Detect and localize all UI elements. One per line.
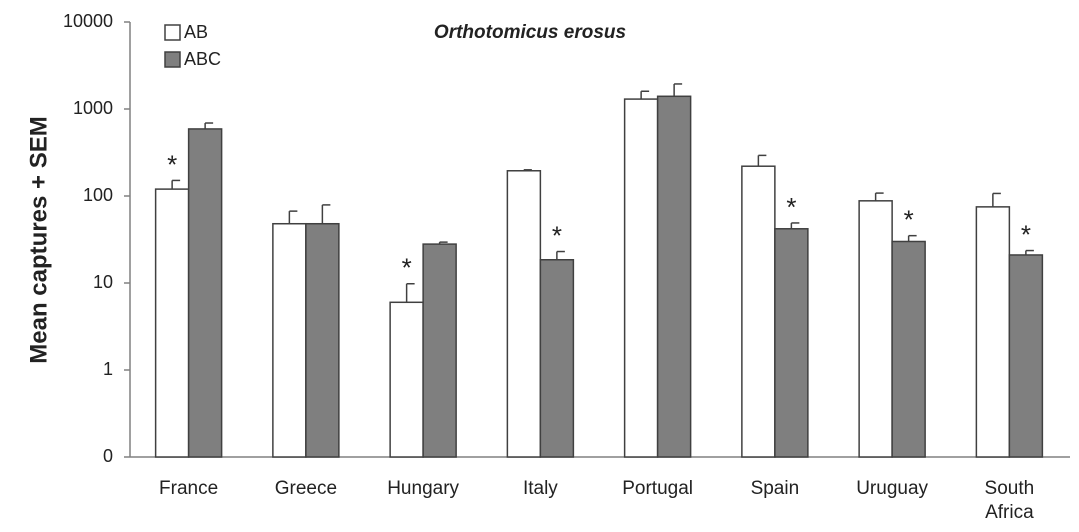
x-tick-label: Spain xyxy=(750,478,800,499)
x-tick-label: France xyxy=(159,478,219,499)
bar xyxy=(975,206,1011,458)
x-tick-label: Greece xyxy=(274,478,338,499)
bar xyxy=(389,301,424,458)
significance-marker: * xyxy=(1021,219,1031,249)
significance-marker: * xyxy=(167,149,177,179)
bar xyxy=(656,95,692,458)
bar xyxy=(891,240,926,458)
bar xyxy=(1008,254,1044,458)
bar xyxy=(154,188,190,458)
significance-marker: * xyxy=(402,253,412,283)
x-tick-label: Uruguay xyxy=(856,478,929,499)
bar xyxy=(539,259,575,458)
x-tick-label: Italy xyxy=(522,478,558,499)
y-tick-label: 10 xyxy=(93,272,113,292)
bar xyxy=(858,200,893,458)
x-tick-label: Hungary xyxy=(387,478,460,499)
y-axis-label: Mean captures + SEM xyxy=(25,116,52,363)
y-tick-label: 1000 xyxy=(73,98,113,118)
bar xyxy=(305,222,340,458)
legend-label: ABC xyxy=(184,49,221,69)
significance-marker: * xyxy=(904,205,914,235)
legend-label: AB xyxy=(184,22,208,42)
x-tick-label: South Africa xyxy=(984,478,1035,523)
x-tick-label: Portugal xyxy=(622,478,694,499)
y-tick-label: 100 xyxy=(83,185,113,205)
significance-marker: * xyxy=(552,220,562,250)
significance-marker: * xyxy=(786,192,796,222)
y-tick-label: 0 xyxy=(103,446,113,466)
bar xyxy=(187,128,223,458)
legend-swatch xyxy=(164,51,181,68)
y-tick-label: 10000 xyxy=(63,11,113,31)
legend-swatch xyxy=(164,24,181,41)
bar xyxy=(506,170,542,458)
bar xyxy=(422,243,457,458)
bar xyxy=(623,98,659,458)
bar xyxy=(774,228,809,458)
bar xyxy=(272,222,307,458)
y-tick-label: 1 xyxy=(103,359,113,379)
bar xyxy=(741,165,776,458)
chart-title: Orthotomicus erosus xyxy=(434,22,626,43)
